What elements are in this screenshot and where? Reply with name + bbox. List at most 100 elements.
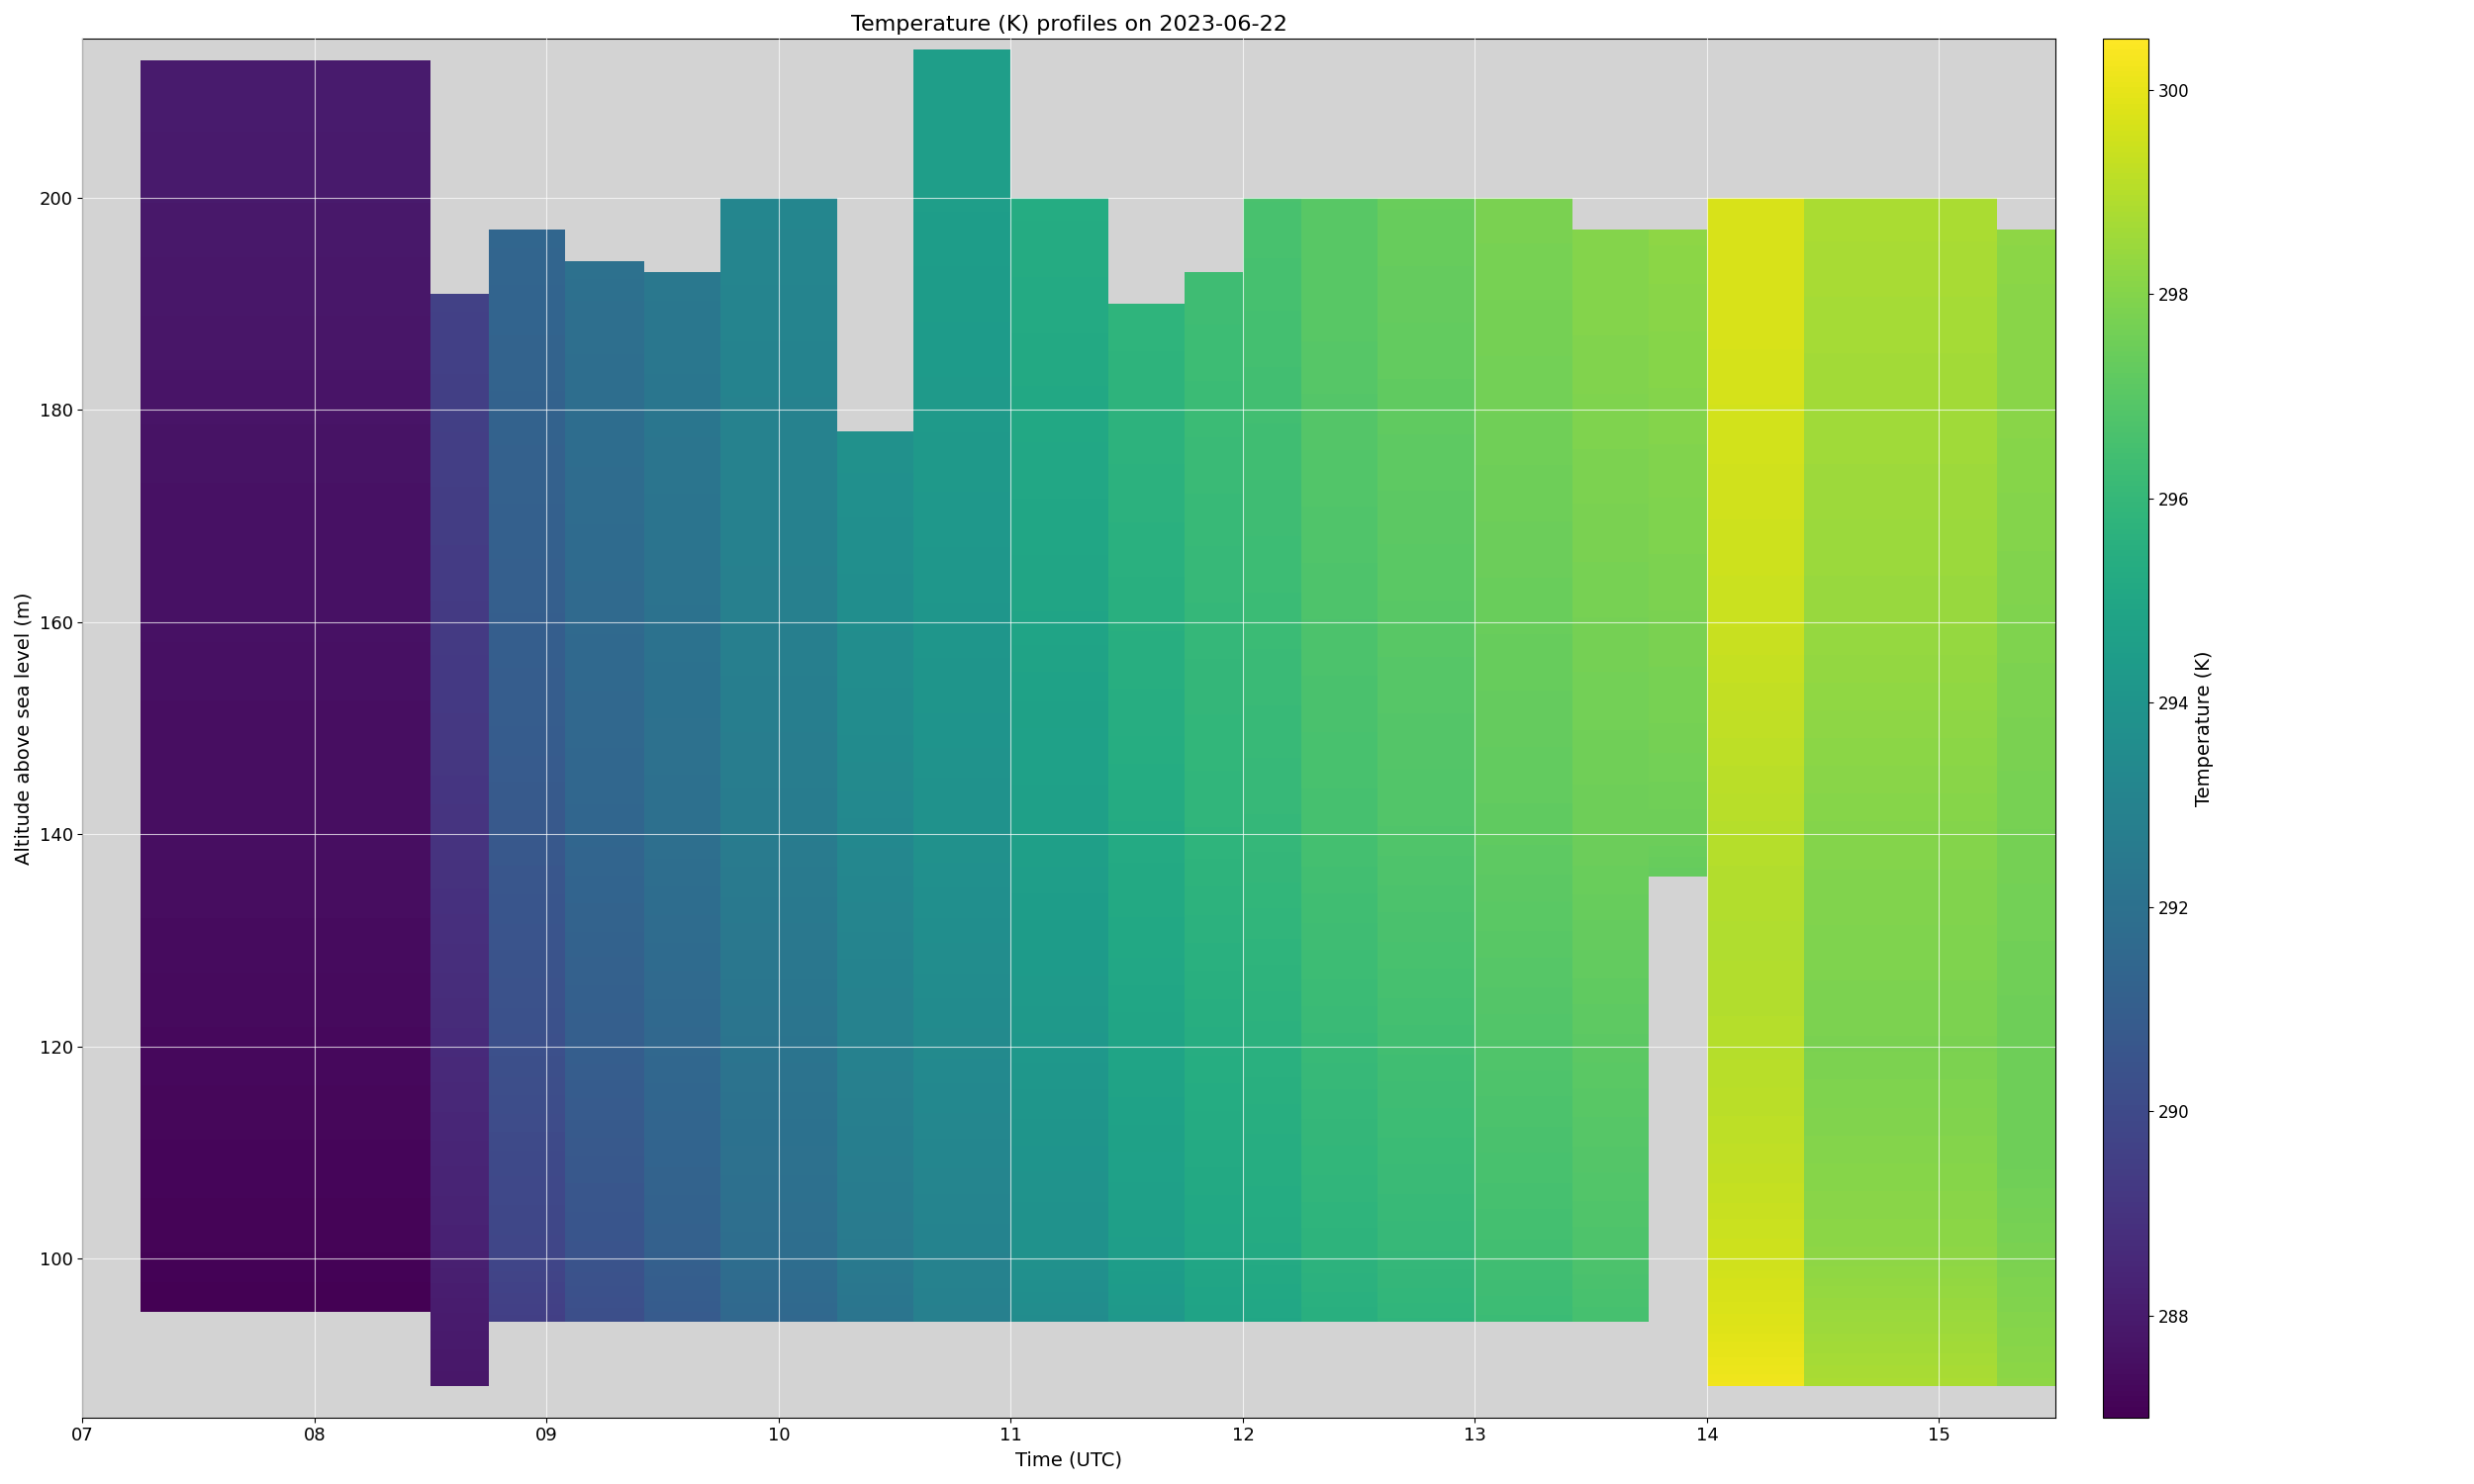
Bar <box>1707 801 1804 806</box>
Bar <box>1378 239 1475 243</box>
Bar <box>1185 490 1242 493</box>
Bar <box>836 935 913 938</box>
Bar <box>720 638 836 641</box>
Bar <box>1012 288 1108 292</box>
Bar <box>836 1140 913 1143</box>
Bar <box>1804 623 1997 626</box>
Bar <box>1997 724 2073 729</box>
Bar <box>1804 221 1997 226</box>
Bar <box>1997 589 2073 594</box>
Bar <box>490 741 564 745</box>
Bar <box>643 1224 720 1227</box>
Bar <box>1475 364 1573 367</box>
Bar <box>1707 948 1804 953</box>
Bar <box>564 953 643 957</box>
Bar <box>1804 524 1997 528</box>
Bar <box>430 1094 490 1097</box>
Bar <box>1301 732 1378 736</box>
Bar <box>1012 890 1108 893</box>
Bar <box>1707 401 1804 405</box>
Bar <box>1185 549 1242 554</box>
Bar <box>1012 950 1108 954</box>
Bar <box>1185 781 1242 785</box>
Bar <box>141 378 430 383</box>
Bar <box>1242 1209 1301 1212</box>
Bar <box>1301 881 1378 886</box>
Bar <box>643 677 720 680</box>
Bar <box>1012 405 1108 408</box>
X-axis label: Time (UTC): Time (UTC) <box>1014 1450 1123 1469</box>
Bar <box>1012 1315 1108 1318</box>
Bar <box>1378 1266 1475 1269</box>
Bar <box>1475 611 1573 616</box>
Bar <box>1378 1232 1475 1236</box>
Bar <box>913 625 1012 628</box>
Bar <box>913 901 1012 905</box>
Bar <box>430 367 490 370</box>
Bar <box>720 592 836 597</box>
Bar <box>564 896 643 899</box>
Bar <box>720 984 836 987</box>
Bar <box>1475 1273 1573 1276</box>
Bar <box>836 1260 913 1263</box>
Bar <box>720 1163 836 1168</box>
Bar <box>1185 662 1242 665</box>
Bar <box>141 344 430 349</box>
Bar <box>1242 1236 1301 1239</box>
Bar <box>1707 1339 1804 1342</box>
Bar <box>913 194 1012 199</box>
Bar <box>1012 709 1108 712</box>
Bar <box>141 880 430 884</box>
Bar <box>1573 233 1650 237</box>
Bar <box>564 467 643 470</box>
Bar <box>1650 579 1707 580</box>
Bar <box>490 690 564 693</box>
Bar <box>1301 232 1378 236</box>
Bar <box>836 965 913 968</box>
Bar <box>1378 329 1475 334</box>
Bar <box>1804 1258 1997 1263</box>
Bar <box>720 197 836 202</box>
Bar <box>836 470 913 473</box>
Bar <box>430 984 490 987</box>
Bar <box>1997 1104 2073 1107</box>
Bar <box>1573 938 1650 942</box>
Bar <box>1012 1288 1108 1293</box>
Bar <box>564 690 643 695</box>
Bar <box>1707 505 1804 508</box>
Bar <box>141 776 430 781</box>
Bar <box>1242 864 1301 867</box>
Bar <box>836 515 913 518</box>
Bar <box>1573 1117 1650 1120</box>
Bar <box>1378 518 1475 521</box>
Bar <box>1301 261 1378 266</box>
Bar <box>1108 1288 1185 1291</box>
Bar <box>1997 384 2073 389</box>
Bar <box>836 896 913 899</box>
Bar <box>1804 1083 1997 1088</box>
Bar <box>913 450 1012 454</box>
Bar <box>1804 1282 1997 1287</box>
Bar <box>1650 840 1707 841</box>
Bar <box>643 947 720 950</box>
Bar <box>564 378 643 383</box>
Bar <box>1378 462 1475 464</box>
Bar <box>141 1232 430 1236</box>
Bar <box>1475 1202 1573 1205</box>
Bar <box>564 748 643 751</box>
Bar <box>913 684 1012 689</box>
Bar <box>564 801 643 804</box>
Bar <box>1012 1273 1108 1276</box>
Bar <box>141 709 430 712</box>
Bar <box>141 328 430 332</box>
Bar <box>836 795 913 798</box>
Bar <box>1012 935 1108 938</box>
Bar <box>564 605 643 608</box>
Bar <box>1378 1254 1475 1258</box>
Bar <box>720 1149 836 1153</box>
Bar <box>1573 727 1650 730</box>
Bar <box>1475 1092 1573 1097</box>
Bar <box>430 524 490 527</box>
Bar <box>141 804 430 809</box>
Bar <box>913 117 1012 122</box>
